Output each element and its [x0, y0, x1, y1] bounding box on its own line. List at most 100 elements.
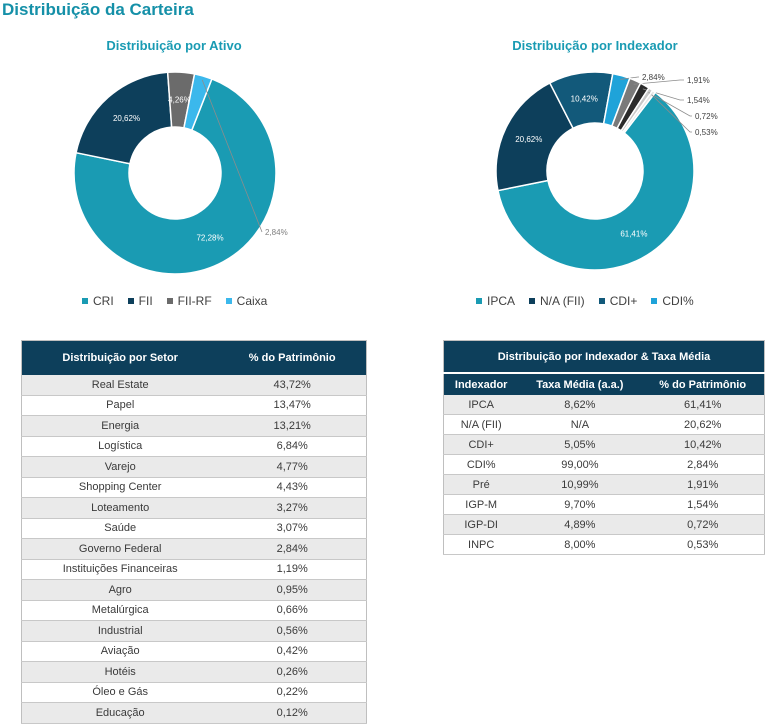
percent-cell: 1,19%	[218, 559, 367, 580]
table-row: CDI+ 5,05% 10,42%	[443, 434, 765, 455]
slice-caixa	[183, 73, 213, 132]
indexer-cell: CDI+	[443, 434, 519, 455]
leader-line	[620, 76, 639, 80]
rate-cell: 8,62%	[518, 395, 642, 415]
table-row: Aviação 0,42%	[21, 641, 367, 662]
legend-item: N/A (FII)	[529, 294, 585, 308]
table-row: Hotéis 0,26%	[21, 661, 367, 683]
table-row: Papel 13,47%	[21, 395, 367, 416]
share-column-header: % do Patrimônio	[641, 372, 765, 395]
sector-cell: Instituições Financeiras	[21, 559, 219, 580]
data-label: 4,26%	[168, 96, 191, 105]
slice-n-a-fii-	[495, 81, 575, 192]
sector-cell: Industrial	[21, 620, 219, 642]
table-row: Industrial 0,56%	[21, 620, 367, 642]
data-label: 2,84%	[265, 228, 288, 237]
percent-column-header: % do Patrimônio	[218, 340, 367, 375]
asset-chart-title: Distribuição por Ativo	[106, 38, 242, 53]
data-label: 1,91%	[687, 76, 710, 85]
percent-cell: 0,26%	[218, 661, 367, 683]
legend-label: FII	[138, 294, 153, 308]
indexer-cell: INPC	[443, 534, 519, 555]
indexer-chart-title: Distribuição por Indexador	[512, 38, 678, 53]
percent-cell: 3,27%	[218, 497, 367, 519]
table-row: Óleo e Gás 0,22%	[21, 682, 367, 703]
sector-cell: Shopping Center	[21, 477, 219, 498]
legend-label: CDI+	[609, 294, 638, 308]
legend-item: CDI+	[598, 294, 638, 308]
sector-cell: Saúde	[21, 518, 219, 539]
indexer-cell: IGP-M	[443, 494, 519, 515]
leader-line	[633, 79, 684, 85]
percent-cell: 13,21%	[218, 415, 367, 437]
data-label: 10,42%	[571, 94, 598, 103]
share-cell: 0,72%	[641, 514, 765, 535]
percent-cell: 4,43%	[218, 477, 367, 498]
indexer-table-title: Distribuição por Indexador & Taxa Média	[443, 340, 765, 373]
percent-cell: 0,66%	[218, 600, 367, 621]
sector-cell: Óleo e Gás	[21, 682, 219, 703]
sector-cell: Agro	[21, 579, 219, 601]
sector-cell: Aviação	[21, 641, 219, 662]
legend-swatch	[598, 298, 605, 304]
legend-swatch	[476, 298, 482, 304]
rate-cell: 99,00%	[518, 454, 642, 475]
table-row: Logística 6,84%	[21, 436, 367, 457]
share-cell: 1,91%	[641, 474, 765, 495]
sector-column-header: Distribuição por Setor	[21, 340, 219, 375]
sector-cell: Varejo	[21, 456, 219, 478]
sector-cell: Educação	[21, 702, 219, 724]
share-cell: 2,84%	[641, 454, 765, 475]
legend-item: IPCA	[476, 294, 515, 308]
table-row: Governo Federal 2,84%	[21, 538, 367, 560]
slice-ipca	[497, 91, 695, 271]
legend-item: CDI%	[651, 294, 694, 308]
table-row: Energia 13,21%	[21, 415, 367, 437]
table-row: INPC 8,00% 0,53%	[443, 534, 765, 555]
percent-cell: 0,12%	[218, 702, 367, 724]
data-label: 20,62%	[113, 114, 140, 123]
share-cell: 20,62%	[641, 414, 765, 435]
rate-cell: 4,89%	[518, 514, 642, 535]
sector-cell: Energia	[21, 415, 219, 437]
rate-cell: 9,70%	[518, 494, 642, 515]
legend-label: Caixa	[236, 294, 268, 308]
percent-cell: 0,95%	[218, 579, 367, 601]
sector-cell: Papel	[21, 395, 219, 416]
indexer-legend: IPCA N/A (FII) CDI+ CDI%	[476, 294, 694, 308]
legend-item: CRI	[82, 294, 114, 308]
asset-legend: CRI FII FII-RF Caixa	[82, 294, 267, 308]
indexer-cell: IPCA	[443, 395, 519, 415]
share-cell: 1,54%	[641, 494, 765, 515]
leader-line	[648, 92, 692, 117]
share-cell: 61,41%	[641, 395, 765, 415]
legend-label: N/A (FII)	[540, 294, 585, 308]
table-row: Educação 0,12%	[21, 702, 367, 724]
legend-item: FII-RF	[166, 294, 212, 308]
sector-cell: Logística	[21, 436, 219, 457]
table-row: Real Estate 43,72%	[21, 375, 367, 396]
data-label: 1,54%	[687, 96, 710, 105]
legend-swatch	[529, 298, 536, 304]
data-label: 0,72%	[695, 112, 718, 121]
percent-cell: 6,84%	[218, 436, 367, 457]
table-row: Instituições Financeiras 1,19%	[21, 559, 367, 580]
sector-table: Distribuição por Setor % do Patrimônio R…	[21, 340, 367, 724]
percent-cell: 3,07%	[218, 518, 367, 539]
rate-cell: 5,05%	[518, 434, 642, 455]
legend-label: IPCA	[487, 294, 516, 308]
percent-cell: 2,84%	[218, 538, 367, 560]
legend-swatch	[225, 298, 232, 304]
indexer-cell: Pré	[443, 474, 519, 495]
indexer-donut-chart: 61,41% 20,62% 10,42% 2,84% 1,91% 1,54% 0,72% 0,…	[495, 71, 718, 271]
legend-label: CDI%	[662, 294, 694, 308]
data-label: 72,28%	[196, 234, 223, 243]
table-row: Shopping Center 4,43%	[21, 477, 367, 498]
legend-swatch	[127, 298, 134, 304]
table-row: Loteamento 3,27%	[21, 497, 367, 519]
sector-cell: Hotéis	[21, 661, 219, 683]
data-label: 0,53%	[695, 128, 718, 137]
indexer-cell: N/A (FII)	[443, 414, 519, 435]
indexer-column-header: Indexador	[443, 372, 519, 395]
sector-cell: Real Estate	[21, 375, 219, 396]
